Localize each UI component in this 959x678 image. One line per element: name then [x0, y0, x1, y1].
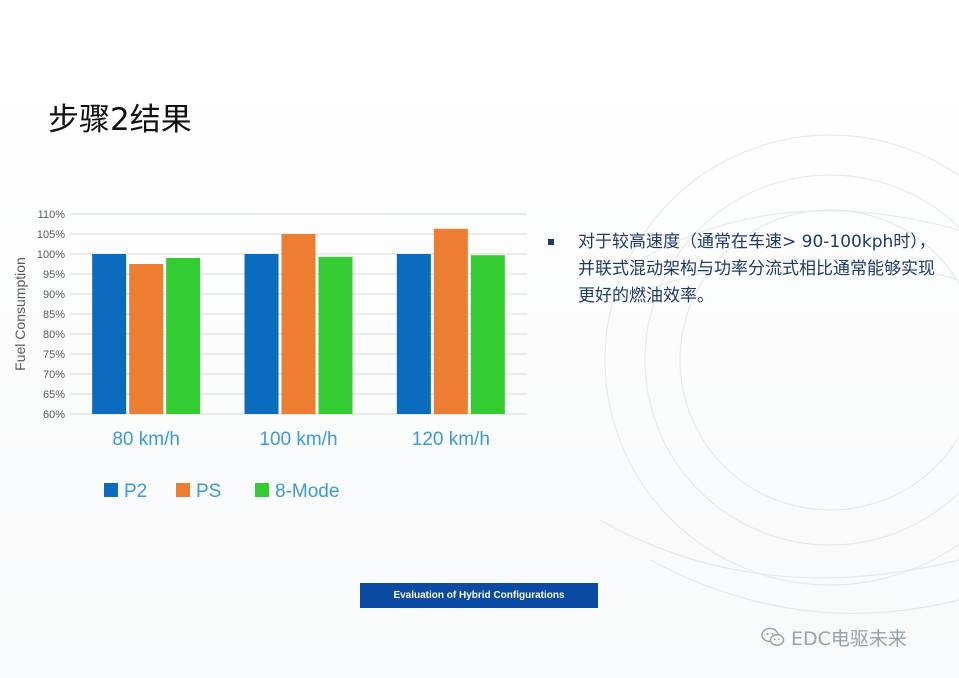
x-category-label: 120 km/h [412, 429, 490, 450]
legend-label: 8-Mode [275, 481, 339, 502]
legend-label: P2 [124, 481, 147, 502]
legend-swatch [104, 483, 118, 497]
slide-title: 步骤2结果 [48, 102, 192, 138]
legend-swatch [255, 483, 269, 497]
y-tick-label: 80% [43, 329, 65, 341]
y-tick-label: 105% [37, 229, 65, 241]
fuel-consumption-bar-chart: 60% 65% 70% 75% 80% 85% 90% 95% 100% 105% 110% Fuel… [12, 209, 527, 502]
y-tick-label: 60% [43, 409, 65, 421]
y-tick-label: 100% [37, 249, 65, 261]
square-bullet-icon [548, 239, 554, 245]
y-axis-label: Fuel Consumption [12, 257, 28, 371]
bar-8-mode [166, 258, 201, 414]
bullet-item: 对于较高速度（通常在车速> 90-100kph时），并联式混动架构与功率分流式相… [548, 229, 948, 310]
x-category-label: 80 km/h [112, 429, 180, 450]
watermark: EDC电驱未来 [761, 624, 907, 650]
y-tick-label: 110% [38, 209, 66, 221]
y-tick-label: 75% [43, 349, 65, 361]
bar-ps [433, 228, 468, 414]
bar-ps [281, 234, 316, 414]
y-tick-label: 70% [43, 369, 65, 381]
bar-p2 [92, 254, 127, 414]
top-band [0, 0, 959, 70]
bar-8-mode [318, 256, 353, 414]
x-category-label: 100 km/h [259, 429, 337, 450]
wechat-icon [761, 627, 785, 646]
y-tick-label: 65% [43, 389, 65, 401]
bar-p2 [396, 254, 431, 414]
bar-p2 [244, 254, 279, 414]
watermark-text: EDC电驱未来 [791, 627, 907, 650]
footer-caption: Evaluation of Hybrid Configurations [360, 583, 598, 608]
y-tick-label: 95% [43, 269, 65, 281]
bullet-text: 对于较高速度（通常在车速> 90-100kph时），并联式混动架构与功率分流式相… [578, 232, 936, 306]
legend-label: PS [196, 481, 221, 502]
bar-8-mode [470, 255, 505, 414]
y-tick-label: 85% [43, 309, 65, 321]
legend-swatch [176, 483, 190, 497]
bullet-list: 对于较高速度（通常在车速> 90-100kph时），并联式混动架构与功率分流式相… [548, 229, 948, 310]
y-tick-label: 90% [43, 289, 65, 301]
bar-ps [129, 264, 164, 414]
